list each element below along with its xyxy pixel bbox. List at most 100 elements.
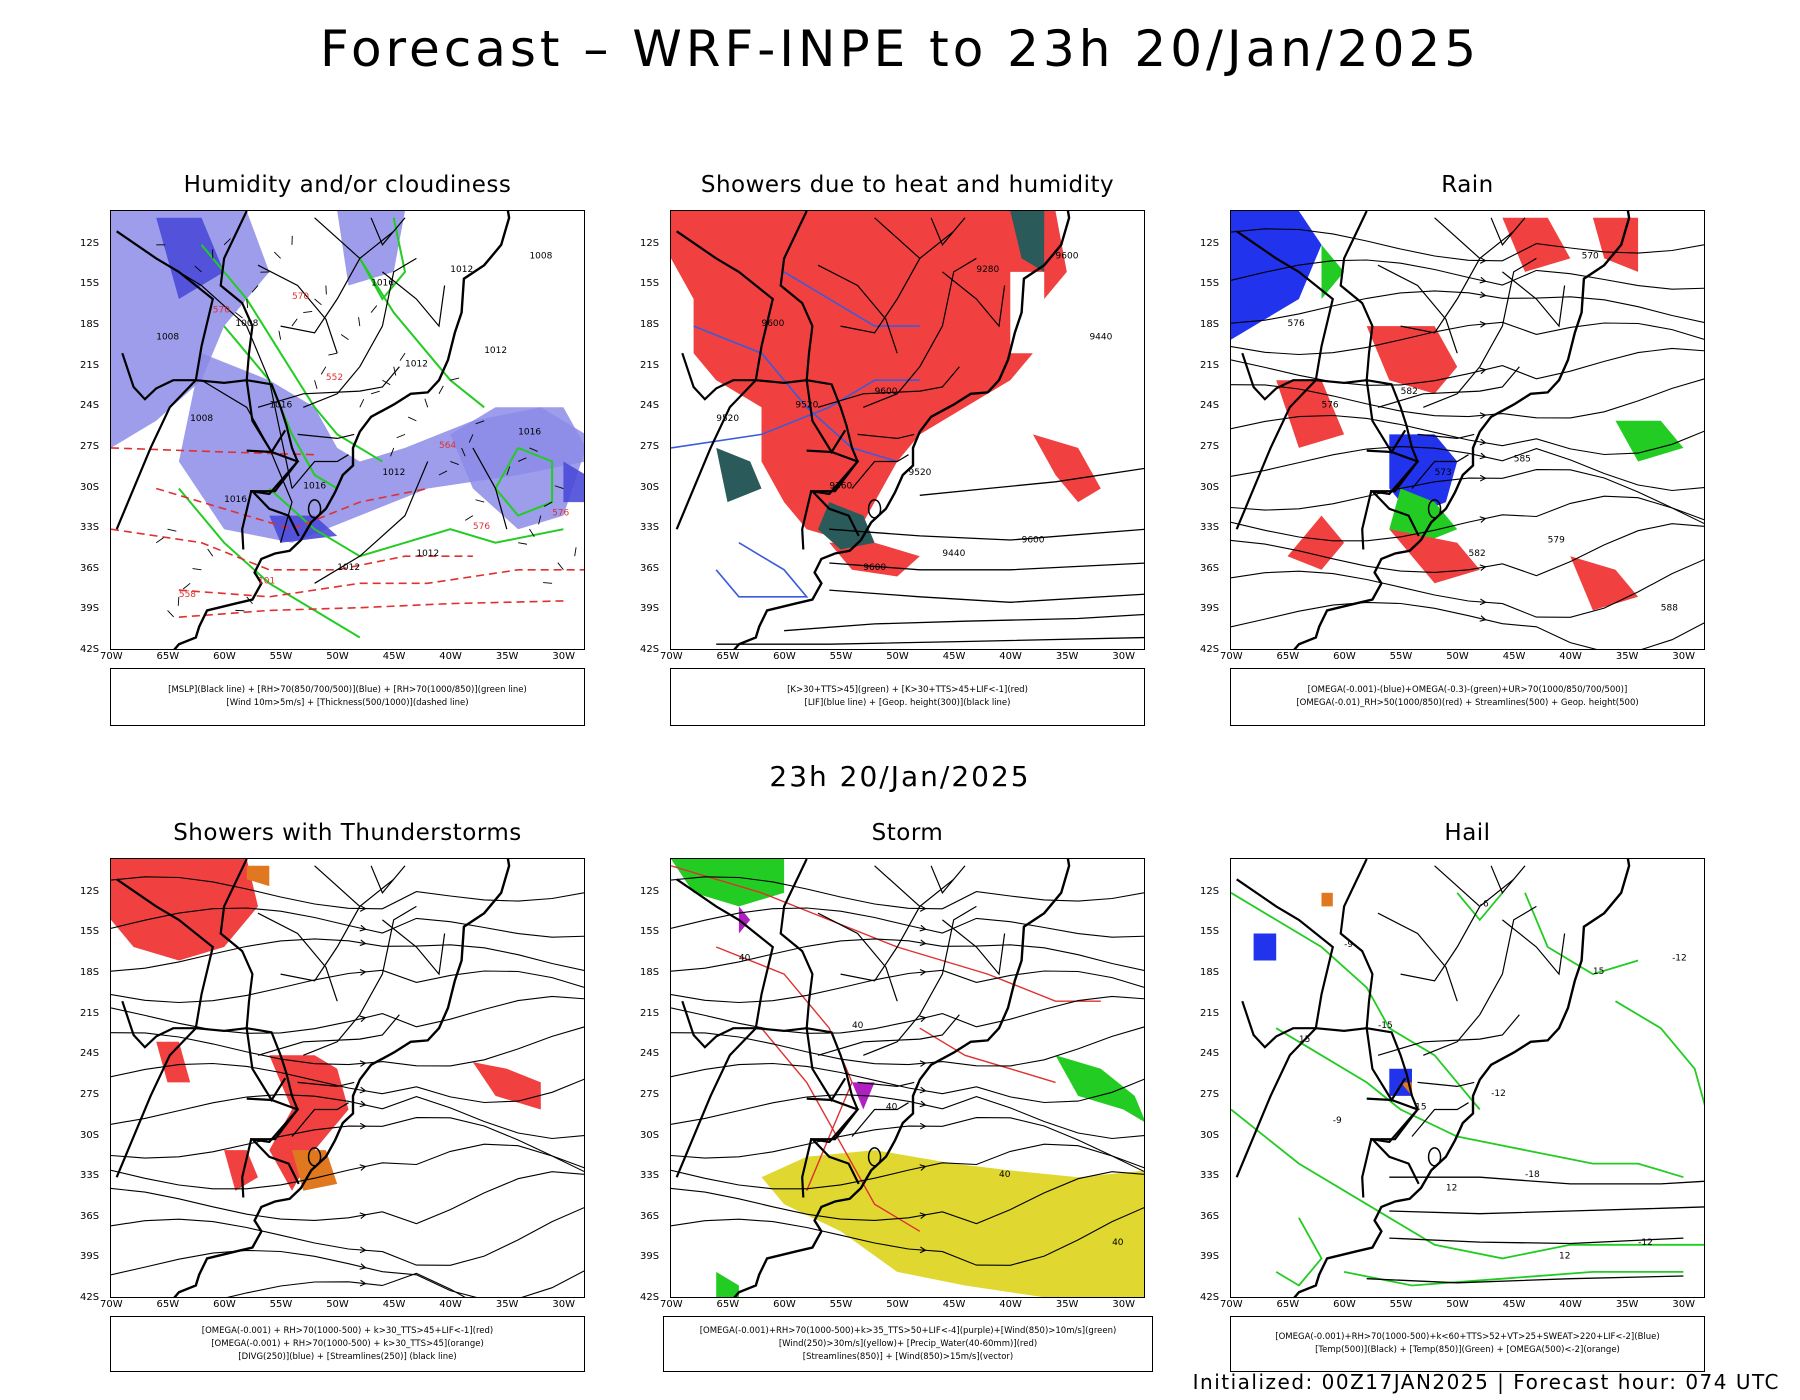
streamline-850 [671, 1143, 1144, 1190]
wind-vector [438, 385, 444, 394]
rain-red-fill [1366, 326, 1458, 394]
legend-caption-line: [Temp(500)](Black) + [Temp(850)](Green) … [1315, 1345, 1620, 1355]
thickness-dashed-line [178, 569, 584, 598]
lon-tick-label: 70W [660, 1299, 683, 1310]
panel-title: Storm [871, 820, 944, 846]
state-border-line [851, 454, 909, 489]
wind-vector [475, 420, 485, 425]
streamline-arrow [359, 1060, 367, 1067]
lat-tick-label: 42S [640, 1292, 660, 1303]
state-border-line [1502, 919, 1566, 976]
main-title: Forecast – WRF-INPE to 23h 20/Jan/2025 [319, 20, 1481, 78]
lagoon [867, 1147, 882, 1167]
contour-label: -9 [1344, 940, 1353, 950]
country-border-line [779, 211, 860, 537]
state-border-line [257, 366, 400, 408]
lat-tick-label: 15S [1200, 926, 1220, 938]
thickness-dashed-line [155, 487, 428, 531]
contour-label: 9520 [716, 414, 739, 424]
lat-tick-label: 42S [1200, 1292, 1220, 1303]
map-panel[interactable]: 9600 9600 9600 9520 9600 9520 9440 9440 9360 9280… [670, 210, 1145, 650]
lagoon [307, 499, 322, 519]
wind-vector [273, 251, 281, 259]
showers-teal-fill [818, 502, 875, 550]
contour-label: 9600 [761, 319, 784, 329]
geop-height-contour [829, 589, 1144, 603]
state-border-line [1377, 912, 1458, 1002]
map-panel[interactable]: 1008 1012 1008 1016 1012 1008 1016 1012 1008 1012… [110, 210, 585, 650]
temp850-green-contour [1275, 1027, 1684, 1179]
legend-caption-line: [LIF](blue line) + [Geop. height(300)](b… [804, 698, 1011, 708]
contour-label: 1016 [269, 400, 292, 410]
rh-green-contour [178, 487, 361, 639]
country-border-line [1339, 211, 1420, 537]
rain-red-fill [1502, 217, 1571, 272]
streamline-500 [1231, 559, 1704, 618]
temp850-green-contour [1615, 1000, 1704, 1106]
state-border-line [1377, 1014, 1520, 1056]
wind-vector [461, 447, 466, 457]
contour-label: 1012 [450, 265, 473, 275]
panel-title: Humidity and/or cloudiness [183, 172, 512, 198]
lon-tick-label: 50W [886, 651, 909, 662]
lat-tick-label: 18S [1200, 967, 1220, 979]
country-border-line [116, 878, 215, 1049]
map-panel[interactable] [110, 858, 585, 1298]
panel-title: Showers due to heat and humidity [700, 172, 1115, 198]
lon-tick-label: 45W [1502, 651, 1526, 662]
lat-tick-label: 27S [640, 440, 660, 452]
streamline-arrow [1479, 615, 1487, 622]
rh-blue-dark-shading [156, 217, 225, 299]
lat-tick-label: 21S [1200, 359, 1220, 371]
country-border-line [801, 1097, 860, 1198]
contour-label: 1008 [529, 251, 552, 261]
streamline-500 [1231, 495, 1704, 542]
map-panel[interactable]: -9 -12 -12 -15 -18 -12 -15 12 15 12 15 -9 -6 [1230, 858, 1705, 1298]
contour-label: 570 [292, 292, 309, 302]
contour-label: 9360 [829, 482, 852, 492]
lon-tick-label: 70W [660, 651, 683, 662]
lat-tick-label: 39S [640, 603, 660, 615]
legend-caption-line: [OMEGA(-0.001) + RH>70(1000-500) + k>30_… [201, 1325, 494, 1336]
country-border-line [241, 449, 300, 550]
lagoon [1427, 499, 1442, 519]
streamline-arrow [359, 1263, 367, 1270]
wind-vector [538, 515, 542, 525]
contour-label: 1012 [484, 346, 507, 356]
wind-vector [468, 434, 474, 443]
legend-caption-line: [Streamlines(850)] + [Wind(850)>15m/s](v… [802, 1351, 1014, 1362]
wind250-yellow-fill [761, 1150, 1144, 1297]
streamline-850 [671, 876, 1144, 910]
contour-label: 552 [326, 373, 343, 383]
map-panel[interactable]: 40 40 40 40 40 [670, 858, 1145, 1298]
lon-tick-label: 50W [326, 1299, 349, 1310]
lat-tick-label: 27S [1200, 1088, 1220, 1100]
streamline-250 [111, 969, 584, 1004]
contour-label: 40 [886, 1102, 898, 1112]
lon-tick-label: 65W [716, 651, 740, 662]
rain-red-fill [1389, 529, 1480, 584]
map-panel[interactable]: 585 588 582 579 576 573 570 576 582 [1230, 210, 1705, 650]
contour-label: -12 [1491, 1089, 1506, 1099]
country-border-line [1235, 1027, 1317, 1178]
state-border-line [863, 905, 977, 1056]
legend-caption: [OMEGA(-0.001) + RH>70(1000-500) + k>30_… [110, 1316, 585, 1372]
streamline-250 [226, 1272, 466, 1297]
rh-green-contour [358, 217, 407, 301]
country-border-line [1361, 449, 1420, 550]
streamline-arrow [359, 905, 367, 912]
streamline-850 [671, 1117, 1144, 1169]
state-border-line [1490, 865, 1526, 894]
lat-tick-label: 27S [640, 1088, 660, 1100]
contour-label: 1008 [190, 414, 213, 424]
tstorm-red-fill [156, 1041, 191, 1083]
contour-label: -18 [1525, 1170, 1540, 1180]
streamline-arrow [919, 1060, 927, 1067]
contour-label: 15 [1593, 967, 1604, 977]
state-border-line [1434, 217, 1481, 259]
wind-vector [518, 542, 528, 545]
lat-tick-label: 30S [640, 1129, 660, 1141]
streamline-500 [1231, 378, 1704, 419]
wind-vector [529, 447, 538, 452]
coastline [733, 859, 1071, 1297]
